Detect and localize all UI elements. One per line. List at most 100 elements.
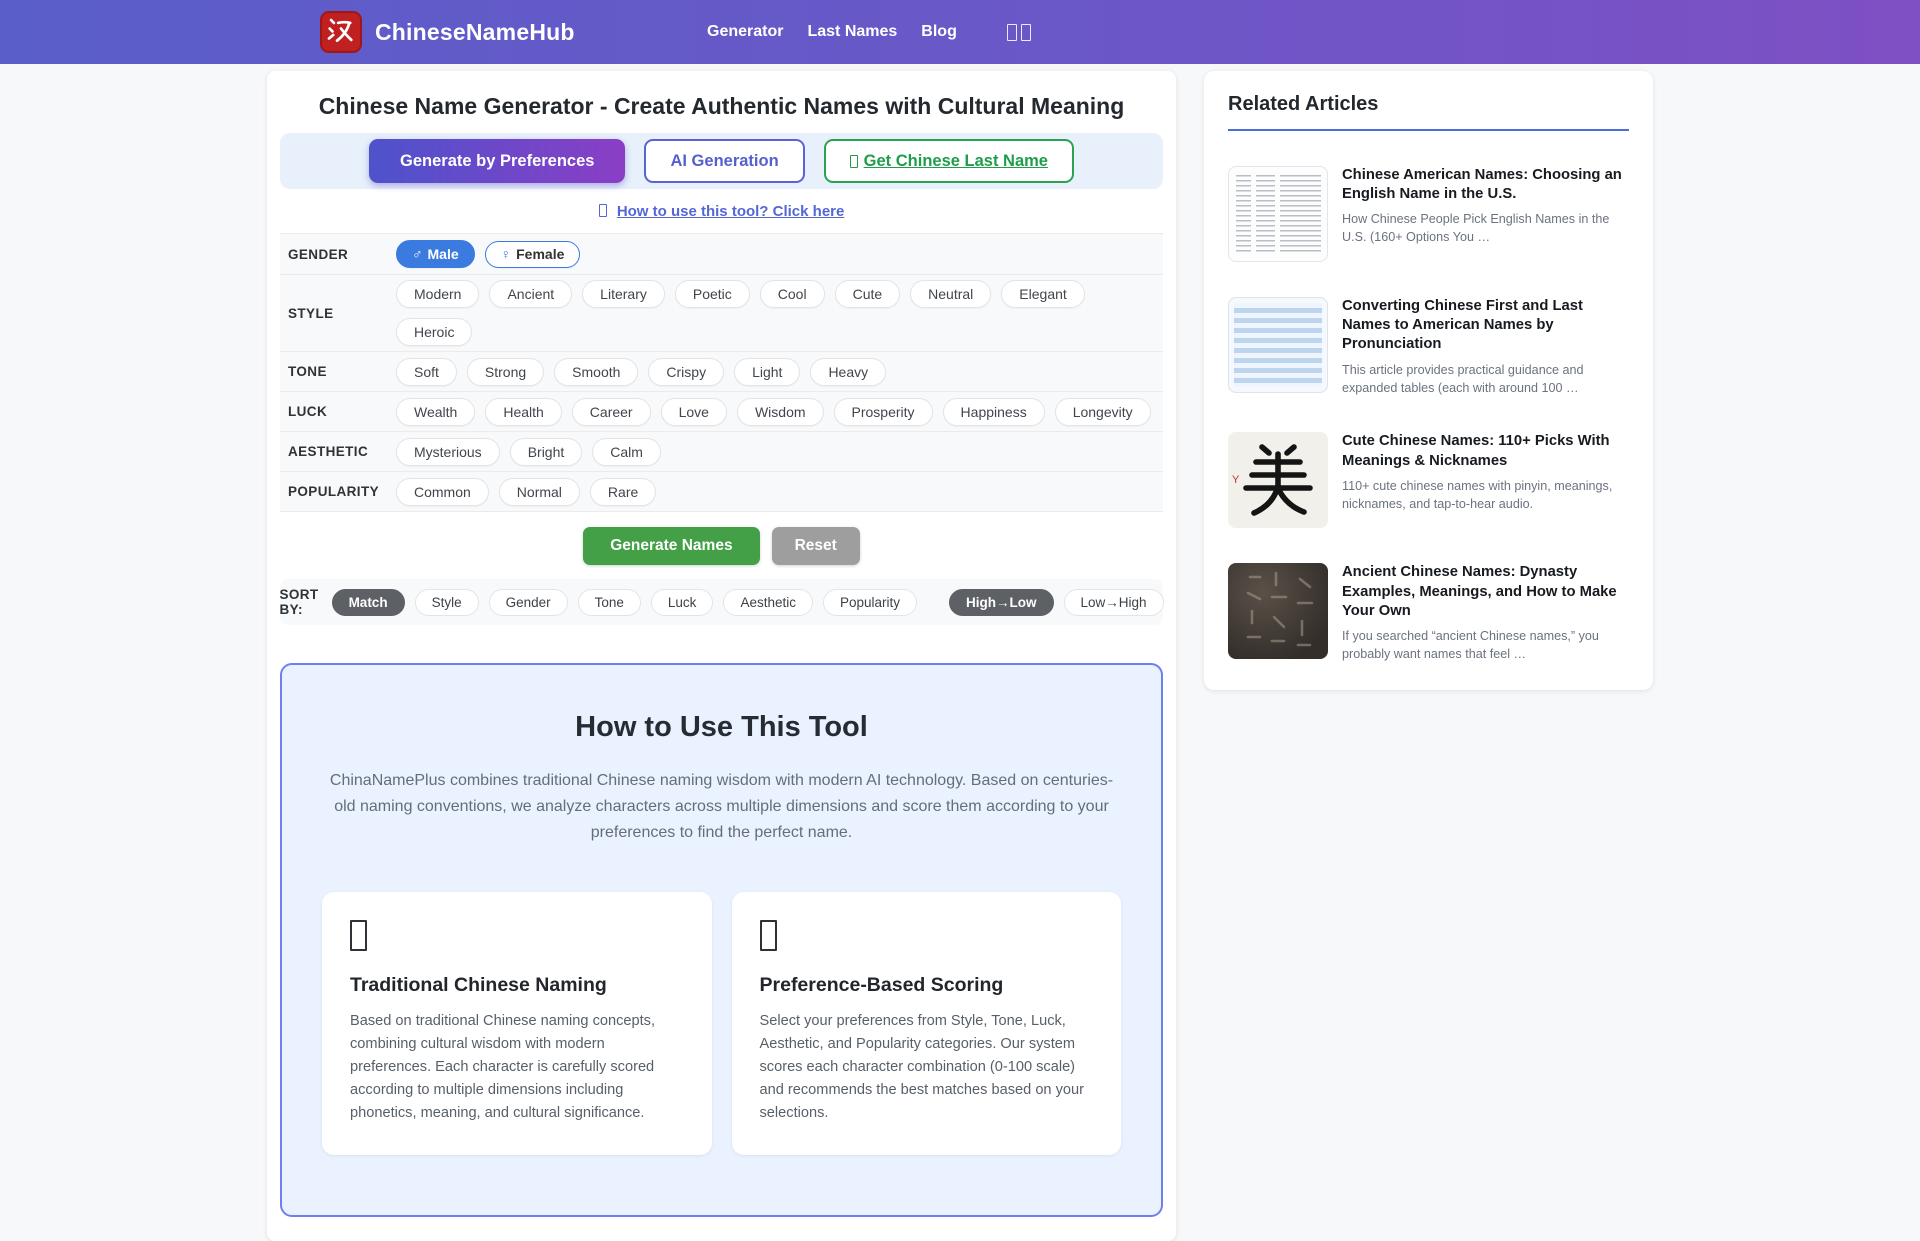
generator-card: Chinese Name Generator - Create Authenti… [267,71,1176,1241]
filter-option-cute[interactable]: Cute [834,280,901,308]
nav-link-blog[interactable]: Blog [921,23,957,40]
tab-label: Get Chinese Last Name [863,151,1048,170]
option-label: Ancient [507,286,555,302]
option-label: Literary [600,286,647,302]
missing-glyph-icon [1006,23,1017,41]
article-item[interactable]: Chinese American Names: Choosing an Engl… [1228,166,1629,262]
filter-option-elegant[interactable]: Elegant [1001,280,1085,308]
option-label: Light [752,363,783,380]
mei-calligraphy-icon [1243,444,1313,517]
filter-options: Mysterious Bright Calm [396,437,661,466]
option-label: Male [427,246,459,262]
sort-option-match[interactable]: Match [331,588,405,616]
option-label: Mysterious [414,443,482,460]
main-nav: Generator Last Names Blog [707,23,1031,41]
sort-direction-low-high[interactable]: Low→High [1063,588,1164,616]
filter-option-ancient[interactable]: Ancient [489,280,573,308]
article-text: Ancient Chinese Names: Dynasty Examples,… [1342,563,1629,663]
sort-option-style[interactable]: Style [414,588,479,616]
how-to-use-link[interactable]: How to use this tool? Click here [280,203,1163,220]
filter-label-style: STYLE [288,305,334,321]
filter-options: Wealth Health Career Love Wisdom Prosperity Ha… [396,397,1151,426]
tab-icon [849,154,858,168]
option-label: Normal [516,483,562,500]
filter-option-longevity[interactable]: Longevity [1054,397,1151,426]
filter-option-heavy[interactable]: Heavy [810,357,887,386]
howto-title: How to Use This Tool [575,711,868,743]
option-label: Neutral [928,286,974,302]
filter-option-cool[interactable]: Cool [759,280,825,308]
filter-option-bright[interactable]: Bright [509,437,583,466]
nav-link-last-names[interactable]: Last Names [807,23,898,40]
filter-option-calm[interactable]: Calm [592,437,661,466]
article-description: This article provides practical guidance… [1342,362,1584,395]
filter-option-prosperity[interactable]: Prosperity [833,397,933,426]
filter-option-career[interactable]: Career [571,397,651,426]
option-label: Health [503,403,544,420]
filter-row-gender: GENDER ♂ Male ♀ Female [280,234,1163,274]
filter-option-rare[interactable]: Rare [589,477,657,506]
filter-option-wisdom[interactable]: Wisdom [736,397,824,426]
generate-names-button[interactable]: Generate Names [583,527,760,565]
article-title: Ancient Chinese Names: Dynasty Examples,… [1342,564,1617,619]
filter-option-poetic[interactable]: Poetic [674,280,750,308]
generator-tabs: Generate by Preferences AI Generation Get … [280,133,1163,189]
option-label: Calm [610,443,643,460]
sort-option-tone[interactable]: Tone [577,588,641,616]
option-label: Smooth [572,363,621,380]
article-text: Chinese American Names: Choosing an Engl… [1342,166,1629,262]
option-label: Poetic [692,286,732,302]
filter-option-strong[interactable]: Strong [466,357,545,386]
sort-option-gender[interactable]: Gender [488,588,568,616]
page-title: Chinese Name Generator - Create Authenti… [318,93,1125,119]
filter-options: Soft Strong Smooth Crispy Light Heavy [396,357,887,386]
filter-option-soft[interactable]: Soft [396,357,457,386]
filter-option-literary[interactable]: Literary [582,280,665,308]
article-item[interactable]: Y Cute Chinese Names: 110+ Picks With Mea… [1228,432,1629,529]
filter-label-luck: LUCK [288,404,328,419]
article-title: Converting Chinese First and Last Names … [1342,298,1583,353]
option-label: Female [516,246,565,262]
logo-hanzi-icon [324,13,358,52]
filter-option-female[interactable]: ♀ Female [484,240,581,268]
howto-card-traditional-chinese-naming: Traditional Chinese Naming Based on tradi… [322,891,712,1155]
filter-option-male[interactable]: ♂ Male [396,240,475,268]
filter-option-common[interactable]: Common [396,477,489,506]
filter-option-mysterious[interactable]: Mysterious [396,437,500,466]
article-item[interactable]: Converting Chinese First and Last Names … [1228,297,1629,397]
filter-option-neutral[interactable]: Neutral [910,280,992,308]
filter-option-love[interactable]: Love [660,397,727,426]
article-text: Converting Chinese First and Last Names … [1342,297,1629,397]
sort-option-popularity[interactable]: Popularity [822,588,918,616]
article-item[interactable]: Ancient Chinese Names: Dynasty Examples,… [1228,563,1629,663]
filter-option-light[interactable]: Light [734,357,801,386]
tab-ai-generation[interactable]: AI Generation [644,139,805,183]
brand-name[interactable]: ChineseNameHub [375,18,575,45]
reset-button[interactable]: Reset [771,527,860,565]
article-thumbnail-doc-table [1228,166,1328,262]
filter-option-health[interactable]: Health [485,397,562,426]
filter-option-smooth[interactable]: Smooth [554,357,639,386]
site-logo[interactable] [320,11,362,53]
howto-card-icon [350,919,367,951]
nav-link-generator[interactable]: Generator [707,23,784,40]
tab-generate-by-preferences[interactable]: Generate by Preferences [369,139,626,183]
filter-option-heroic[interactable]: Heroic [396,318,473,346]
filter-option-normal[interactable]: Normal [498,477,580,506]
filter-option-wealth[interactable]: Wealth [396,397,476,426]
stone-inscription-icon [1246,572,1314,647]
option-label: Love [678,403,709,420]
tab-get-chinese-last-name[interactable]: Get Chinese Last Name [823,139,1074,183]
filter-row-tone: TONE Soft Strong Smooth Crispy Light Heavy [280,351,1163,391]
help-link-text: How to use this tool? Click here [616,203,845,220]
sort-option-luck[interactable]: Luck [650,588,714,616]
sort-direction-high-low[interactable]: High→Low [949,588,1054,616]
filter-option-happiness[interactable]: Happiness [942,397,1045,426]
filter-option-crispy[interactable]: Crispy [648,357,725,386]
howto-card-body: Select your preferences from Style, Tone… [759,1012,1085,1121]
sort-option-aesthetic[interactable]: Aesthetic [723,588,813,616]
filter-label-popularity: POPULARITY [288,484,380,499]
filter-option-modern[interactable]: Modern [396,280,480,308]
language-switcher-icon[interactable] [1006,23,1031,41]
howto-cards: Traditional Chinese Naming Based on tradi… [322,891,1121,1155]
